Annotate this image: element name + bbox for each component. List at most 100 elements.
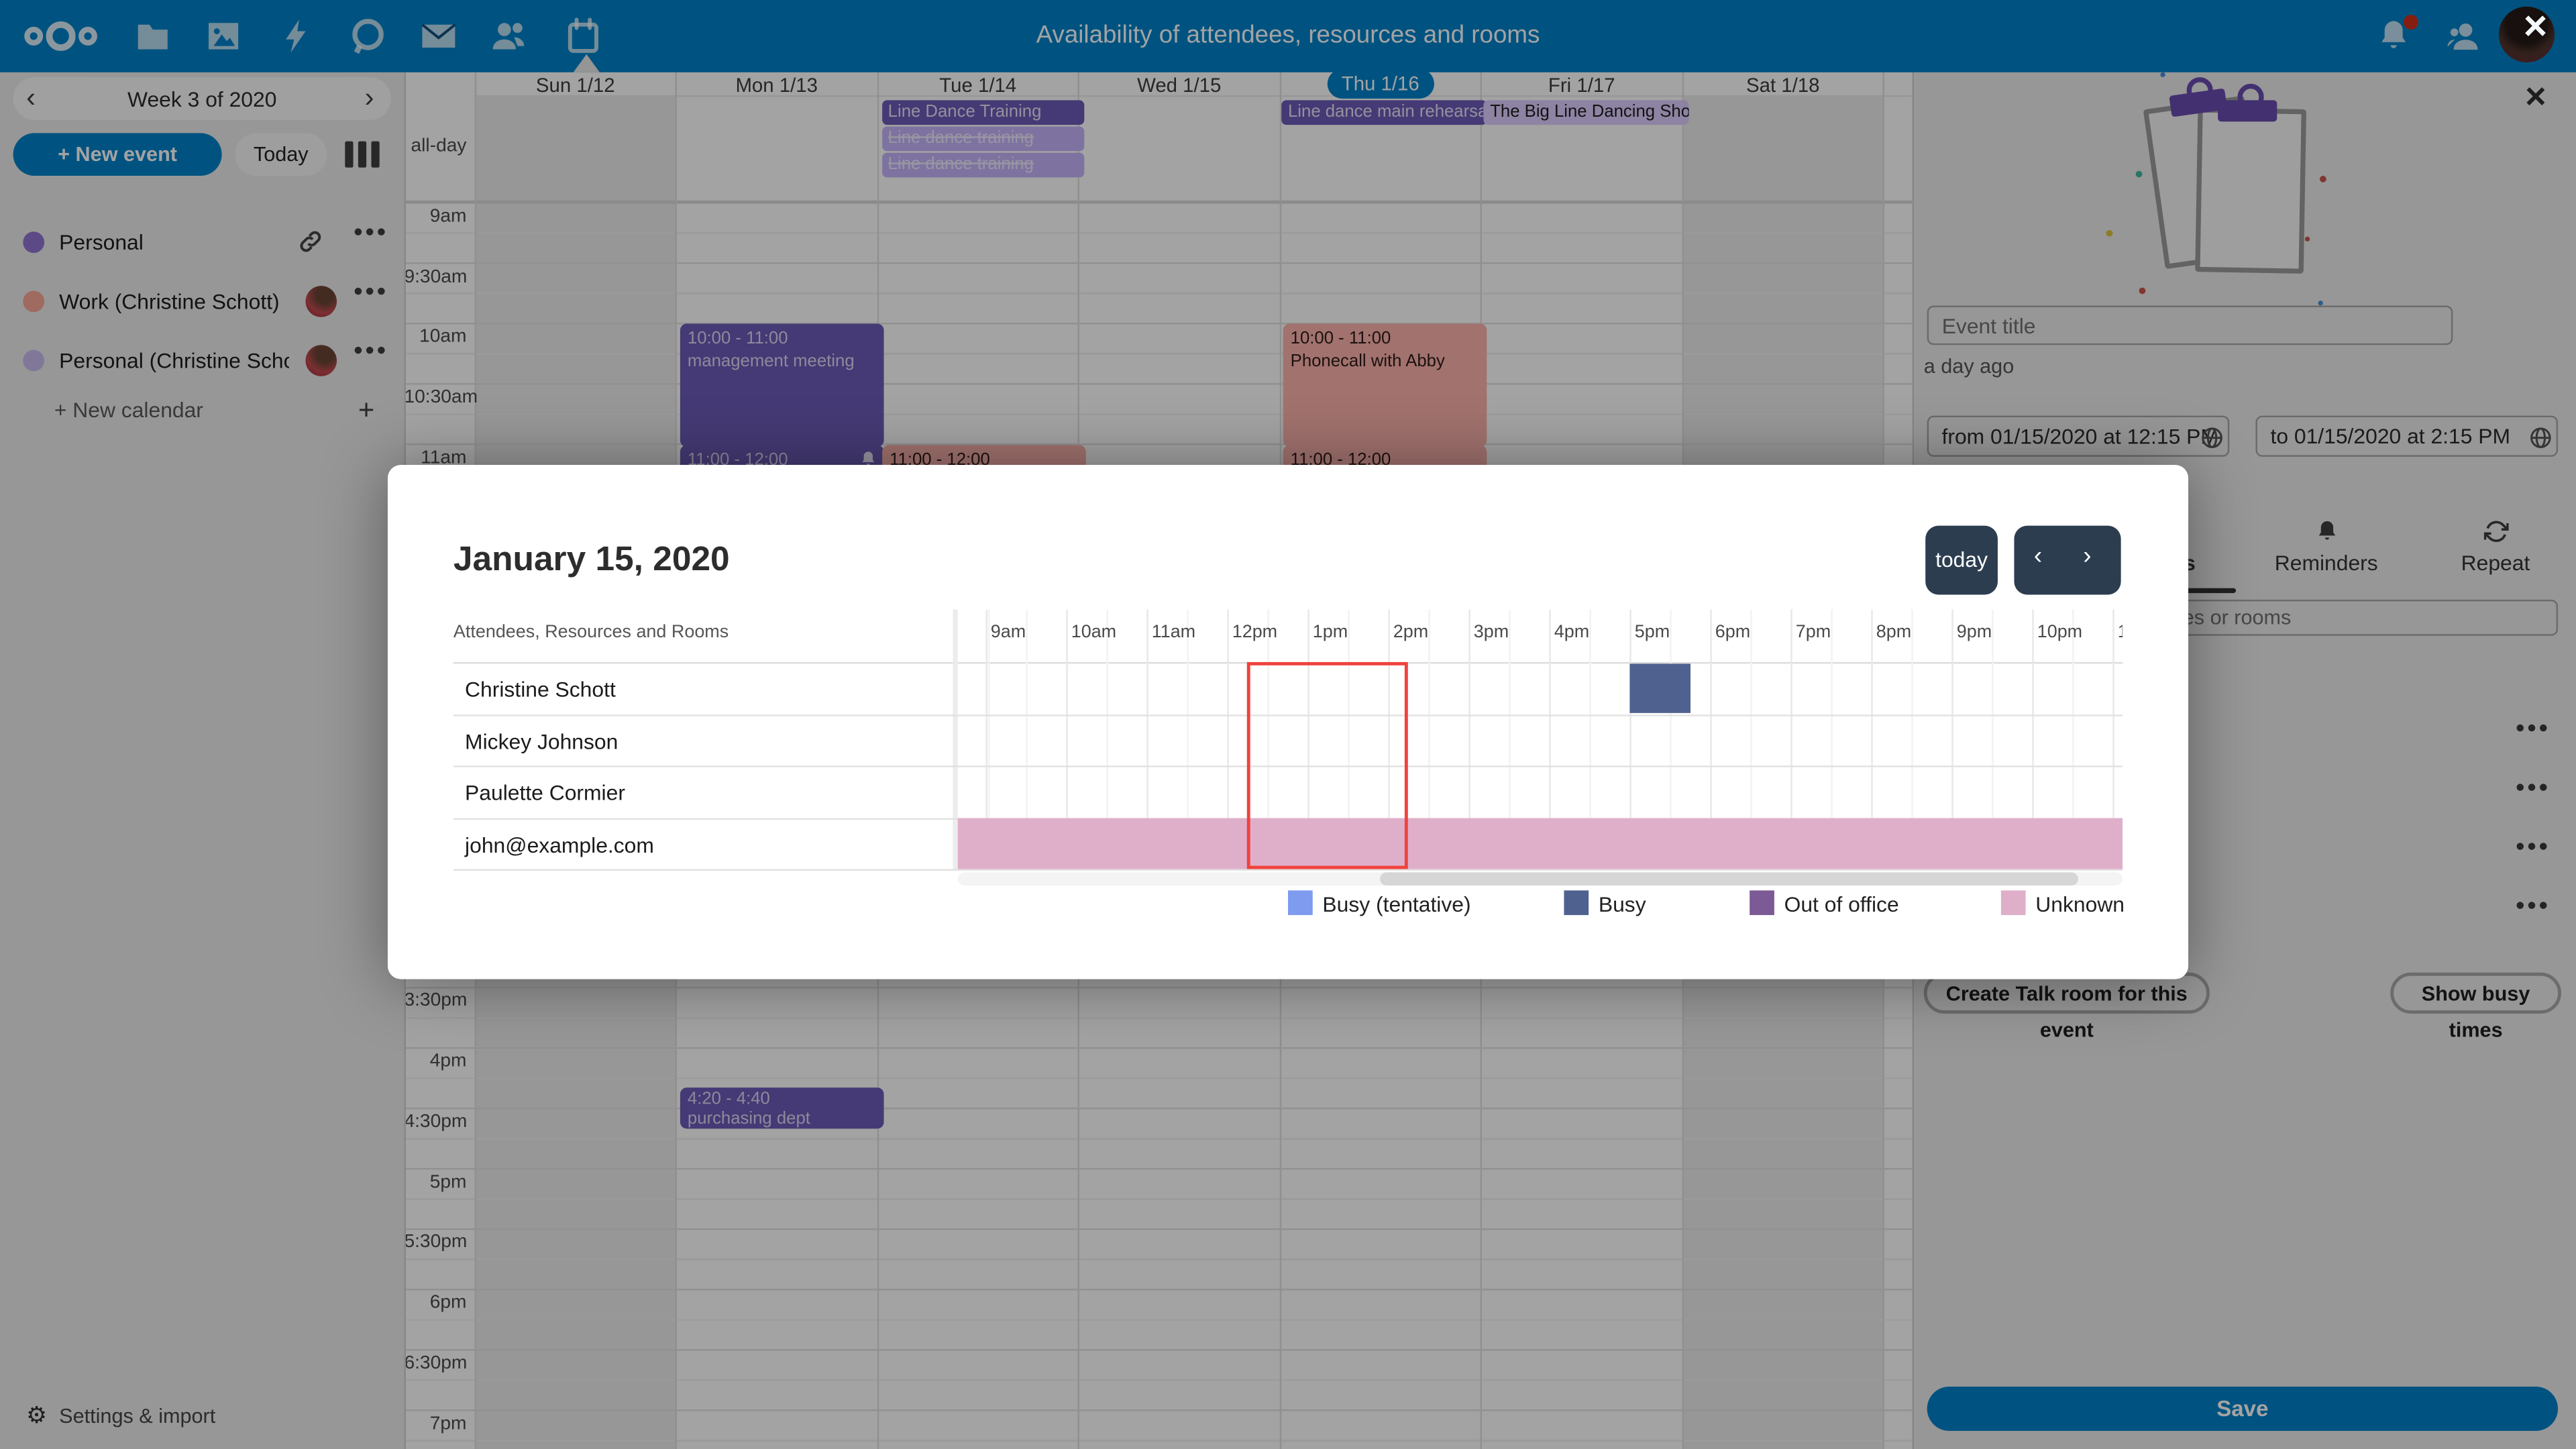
- prev-day-button[interactable]: ‹: [2033, 542, 2043, 570]
- time-label: 5:30pm: [404, 1232, 468, 1252]
- allday-event[interactable]: Line Dance Training: [881, 100, 1085, 125]
- day-header-sun[interactable]: Sun 1/12: [535, 74, 615, 97]
- new-calendar-button[interactable]: + New calendar: [54, 397, 203, 423]
- hour-label: 11pm: [2118, 623, 2123, 642]
- new-event-button[interactable]: + New event: [13, 133, 222, 176]
- share-link-icon[interactable]: [297, 228, 323, 254]
- notification-badge: [2403, 15, 2418, 30]
- hour-label: 7pm: [1795, 623, 1831, 643]
- talk-icon[interactable]: [348, 16, 388, 56]
- timeline-scrollbar-thumb[interactable]: [1380, 872, 2078, 886]
- notifications-bell-icon[interactable]: [2375, 18, 2412, 54]
- calendar-menu-button[interactable]: ●●●: [353, 341, 388, 360]
- shared-by-avatar: [305, 286, 337, 317]
- time-label: 6pm: [429, 1293, 467, 1313]
- hour-label: 9pm: [1956, 623, 1992, 643]
- grid-divider[interactable]: [953, 609, 958, 869]
- calendar-item-personal-christine[interactable]: Personal (Christine Scho… ●●●: [0, 332, 404, 391]
- day-header-tue[interactable]: Tue 1/14: [939, 74, 1017, 97]
- calendar-color-dot: [23, 231, 45, 254]
- close-icon[interactable]: ×: [2525, 75, 2546, 117]
- calendar-left-sidebar: ‹ Week 3 of 2020 › + New event Today Per…: [0, 72, 406, 1449]
- user-avatar[interactable]: [2498, 6, 2555, 63]
- nextcloud-logo[interactable]: [23, 16, 99, 56]
- time-label: 11am: [421, 447, 467, 468]
- last-modified-label: a day ago: [1923, 354, 2015, 378]
- view-toggle-button[interactable]: [337, 136, 389, 172]
- top-header-bar: Availability of attendees, resources and…: [0, 0, 2576, 72]
- selected-time-outline[interactable]: [1246, 661, 1408, 869]
- timezone-globe-icon[interactable]: [2528, 425, 2553, 450]
- contacts-menu-icon[interactable]: [2445, 18, 2481, 54]
- next-day-button[interactable]: ›: [2083, 542, 2092, 570]
- allday-event-declined[interactable]: Line dance training: [881, 152, 1085, 178]
- repeat-icon: [2483, 519, 2508, 544]
- modal-today-button[interactable]: today: [1925, 525, 1998, 595]
- attendee-more-button[interactable]: ●●●: [2515, 897, 2551, 916]
- legend-busy: Busy: [1564, 890, 1711, 917]
- event-management-meeting[interactable]: 10:00 - 11:00 management meeting: [679, 323, 883, 447]
- legend-busy-tentative: Busy (tentative): [1288, 890, 1551, 917]
- modal-date-title: January 15, 2020: [453, 540, 730, 579]
- attendee-more-button[interactable]: ●●●: [2515, 837, 2551, 856]
- time-label: 4:30pm: [404, 1112, 468, 1132]
- day-header-thu-today[interactable]: Thu 1/16: [1280, 68, 1481, 99]
- legend-unknown: Unknown: [2000, 890, 2182, 917]
- today-button[interactable]: Today: [235, 133, 327, 176]
- files-icon[interactable]: [133, 16, 172, 56]
- event-title-input[interactable]: [1927, 305, 2453, 345]
- availability-modal: January 15, 2020 today ‹ › Attendees, Re…: [387, 465, 2189, 979]
- mail-icon[interactable]: [419, 16, 458, 56]
- busy-block-christine: [1629, 663, 1691, 713]
- event-purchasing-dept[interactable]: 4:20 - 4:40 purchasing dept: [679, 1087, 883, 1129]
- event-phonecall-with-abby[interactable]: 10:00 - 11:00 Phonecall with Abby: [1282, 323, 1487, 447]
- calendar-item-personal[interactable]: Personal ●●●: [0, 213, 404, 272]
- hour-label: 10am: [1071, 623, 1117, 643]
- new-calendar-plus-icon[interactable]: +: [358, 394, 375, 426]
- calendar-menu-button[interactable]: ●●●: [353, 282, 388, 301]
- show-busy-times-button[interactable]: Show busy times: [2390, 972, 2561, 1042]
- shared-by-avatar: [305, 345, 337, 376]
- hour-label: 2pm: [1393, 623, 1429, 643]
- time-label: 9am: [429, 206, 467, 226]
- time-label: 3:30pm: [404, 990, 468, 1011]
- attendee-more-button[interactable]: ●●●: [2515, 719, 2551, 738]
- hour-label: 3pm: [1473, 623, 1509, 643]
- save-button[interactable]: Save: [1927, 1386, 2559, 1432]
- activity-icon[interactable]: [278, 16, 317, 56]
- attendee-row: Christine Schott: [453, 662, 2123, 716]
- time-label: 6:30pm: [404, 1353, 468, 1374]
- active-app-pointer: [573, 54, 600, 72]
- allday-event[interactable]: Line dance main rehearsal: [1281, 100, 1487, 125]
- previous-week-button[interactable]: ‹: [26, 82, 36, 113]
- calendar-menu-button[interactable]: ●●●: [353, 223, 388, 242]
- tab-reminders[interactable]: Reminders: [2244, 519, 2408, 588]
- reminder-bell-icon: [859, 449, 877, 468]
- bell-icon: [2314, 519, 2339, 544]
- contacts-icon[interactable]: [490, 16, 529, 56]
- day-header-fri[interactable]: Fri 1/17: [1548, 74, 1615, 97]
- tab-repeat[interactable]: Repeat: [2433, 519, 2558, 588]
- timezone-globe-icon[interactable]: [2200, 425, 2224, 450]
- all-day-label: all-day: [411, 136, 467, 156]
- time-label: 9:30am: [404, 266, 468, 287]
- photos-icon[interactable]: [204, 16, 244, 56]
- attendee-more-button[interactable]: ●●●: [2515, 778, 2551, 797]
- next-week-button[interactable]: ›: [364, 82, 374, 113]
- allday-event[interactable]: The Big Line Dancing Show: [1483, 100, 1689, 125]
- time-label: 4pm: [429, 1051, 467, 1071]
- hour-label: 10pm: [2037, 623, 2083, 643]
- day-header-wed[interactable]: Wed 1/15: [1137, 74, 1222, 97]
- calendar-item-work-christine[interactable]: Work (Christine Schott) ●●●: [0, 273, 404, 332]
- allday-event-declined[interactable]: Line dance training: [881, 126, 1085, 152]
- event-start-input[interactable]: [1927, 415, 2230, 457]
- event-end-input[interactable]: [2255, 415, 2559, 457]
- day-header-sat[interactable]: Sat 1/18: [1746, 74, 1820, 97]
- hour-label: 6pm: [1715, 623, 1751, 643]
- attendee-row: john@example.com: [453, 817, 2123, 871]
- avatar-close-icon[interactable]: ×: [2523, 3, 2548, 50]
- hour-label: 11am: [1151, 623, 1196, 643]
- calendar-icon[interactable]: [564, 16, 603, 56]
- day-header-mon[interactable]: Mon 1/13: [735, 74, 818, 97]
